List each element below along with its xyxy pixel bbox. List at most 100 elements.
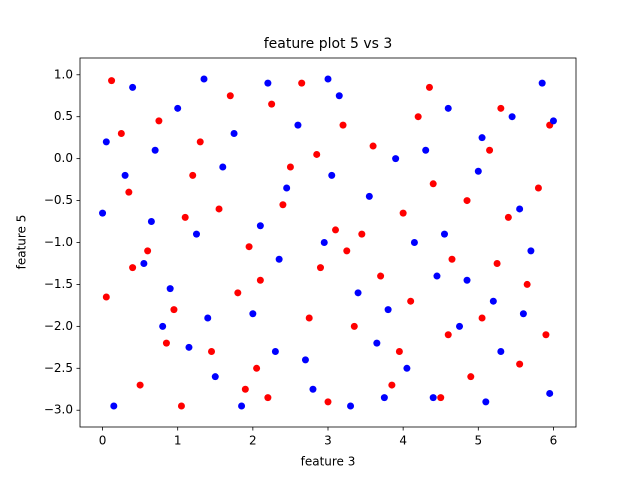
- x-axis-label: feature 3: [301, 455, 356, 469]
- scatter-point: [102, 138, 110, 146]
- scatter-point: [429, 180, 437, 188]
- scatter-point: [256, 276, 264, 284]
- scatter-point: [467, 373, 475, 381]
- scatter-point: [121, 171, 129, 179]
- scatter-point: [196, 138, 204, 146]
- scatter-point: [410, 239, 418, 246]
- scatter-point: [159, 322, 167, 330]
- scatter-point: [108, 77, 116, 85]
- scatter-point: [140, 259, 148, 267]
- scatter-point: [99, 209, 107, 217]
- scatter-point: [350, 322, 358, 330]
- scatter-point: [204, 314, 212, 322]
- scatter-point: [136, 381, 144, 389]
- scatter-point: [147, 218, 155, 226]
- scatter-point: [234, 289, 242, 297]
- scatter-point: [268, 100, 276, 108]
- scatter-point: [155, 117, 163, 125]
- scatter-point: [324, 75, 332, 83]
- scatter-point: [129, 83, 137, 91]
- y-tick-label: −2.5: [44, 361, 73, 375]
- scatter-point: [440, 230, 448, 238]
- x-tick-label: 6: [550, 434, 558, 448]
- scatter-point: [324, 398, 332, 406]
- scatter-point: [549, 117, 557, 125]
- scatter-point: [320, 239, 328, 246]
- scatter-point: [463, 276, 471, 284]
- scatter-point: [380, 394, 388, 402]
- x-tick-label: 1: [174, 434, 182, 448]
- scatter-point: [316, 264, 324, 272]
- scatter-point: [238, 402, 246, 410]
- scatter-point: [463, 197, 471, 205]
- x-tick-label: 3: [324, 434, 332, 448]
- scatter-point: [241, 385, 249, 393]
- scatter-point: [414, 113, 422, 121]
- x-tick-label: 5: [474, 434, 482, 448]
- y-tick-label: −3.0: [44, 403, 73, 417]
- scatter-point: [429, 394, 437, 402]
- scatter-point: [117, 129, 125, 137]
- scatter-point: [425, 83, 433, 91]
- scatter-point: [516, 205, 524, 213]
- scatter-point: [200, 75, 208, 83]
- y-tick-label: 0.0: [54, 151, 73, 165]
- scatter-point: [448, 255, 456, 263]
- scatter-point: [444, 331, 452, 339]
- scatter-point: [305, 314, 313, 322]
- scatter-point: [185, 343, 193, 351]
- scatter-point: [275, 255, 283, 263]
- scatter-point: [230, 129, 238, 137]
- scatter-point: [166, 285, 174, 293]
- scatter-point: [339, 121, 347, 129]
- scatter-point: [437, 394, 445, 402]
- scatter-point: [279, 201, 287, 209]
- scatter-point: [384, 306, 392, 314]
- y-tick-label: −1.0: [44, 235, 73, 249]
- scatter-point: [456, 322, 464, 330]
- scatter-point: [215, 205, 223, 213]
- scatter-point: [110, 402, 118, 410]
- scatter-point: [478, 314, 486, 322]
- scatter-point: [504, 213, 512, 221]
- scatter-point: [365, 192, 373, 200]
- scatter-point: [192, 230, 200, 238]
- scatter-point: [486, 146, 494, 154]
- scatter-point: [170, 306, 178, 314]
- scatter-point: [474, 167, 482, 175]
- scatter-point: [377, 272, 385, 280]
- scatter-point: [523, 280, 531, 288]
- scatter-point: [208, 348, 216, 356]
- scatter-point: [407, 297, 415, 305]
- scatter-point: [189, 171, 197, 179]
- scatter-point: [125, 188, 133, 196]
- scatter-point: [527, 247, 535, 255]
- scatter-point: [309, 385, 317, 393]
- scatter-point: [373, 339, 381, 347]
- scatter-point: [546, 389, 554, 397]
- scatter-point: [256, 222, 264, 230]
- scatter-point: [508, 113, 516, 121]
- scatter-point: [129, 264, 137, 272]
- scatter-point: [249, 310, 257, 318]
- scatter-point: [538, 79, 546, 87]
- scatter-point: [294, 121, 302, 129]
- scatter-point: [298, 79, 306, 87]
- scatter-point: [395, 348, 403, 356]
- scatter-point: [399, 209, 407, 217]
- scatter-point: [493, 259, 501, 267]
- scatter-point: [392, 155, 400, 163]
- scatter-point: [181, 213, 189, 221]
- scatter-point: [301, 356, 309, 364]
- scatter-point: [102, 293, 110, 301]
- scatter-point: [497, 104, 505, 112]
- scatter-point: [388, 381, 396, 389]
- x-tick-label: 4: [399, 434, 407, 448]
- x-tick-label: 0: [99, 434, 107, 448]
- scatter-point: [151, 146, 159, 154]
- y-tick-label: −0.5: [44, 193, 73, 207]
- scatter-point: [516, 360, 524, 368]
- scatter-point: [422, 146, 430, 154]
- scatter-point: [174, 104, 182, 112]
